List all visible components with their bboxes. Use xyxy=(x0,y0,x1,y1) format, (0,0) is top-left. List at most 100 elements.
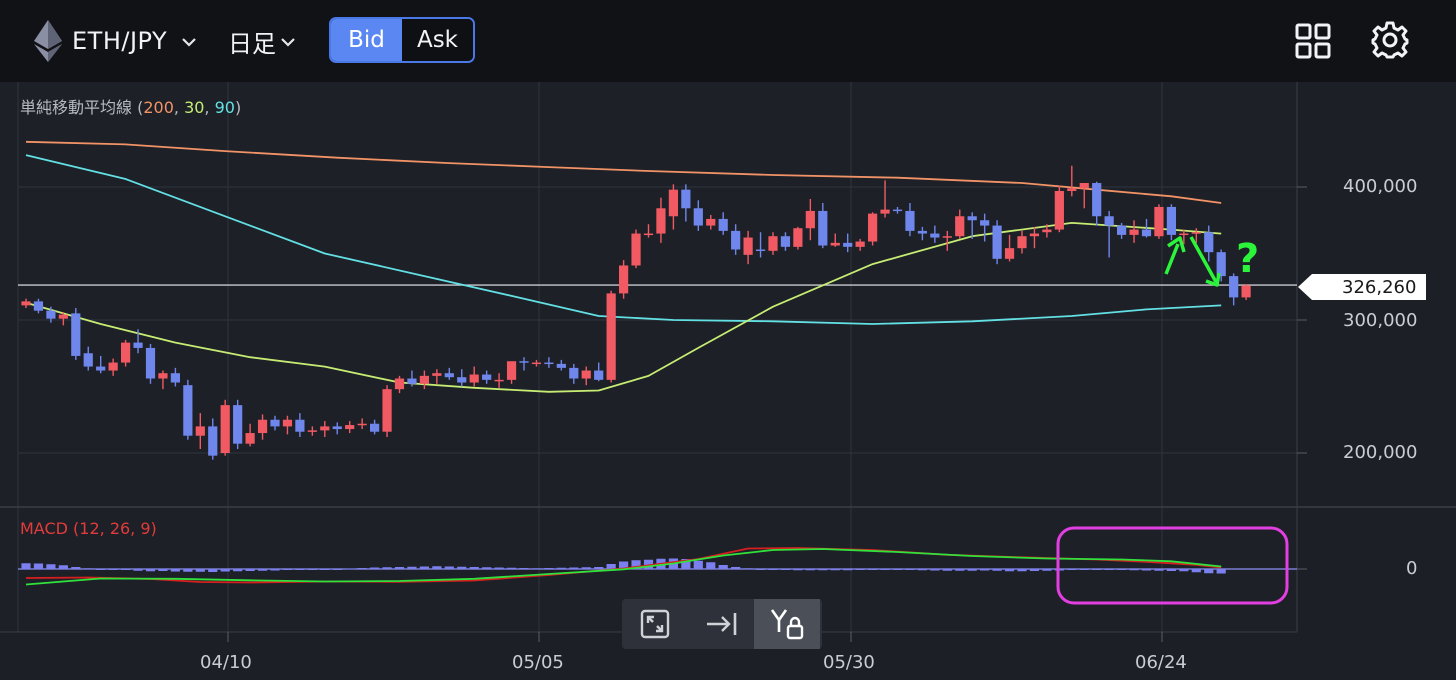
date-tick: 06/24 xyxy=(1135,652,1187,673)
macd-histogram-bar xyxy=(407,566,417,569)
expand-icon xyxy=(640,609,670,639)
candle-bullish xyxy=(1042,229,1052,233)
macd-histogram-bar xyxy=(793,569,803,571)
candle-bearish xyxy=(370,423,380,432)
macd-histogram-bar xyxy=(755,569,766,570)
pair-selector[interactable]: ETH/JPY xyxy=(34,18,197,64)
macd-histogram-bar xyxy=(270,569,280,571)
candle-bullish xyxy=(108,362,118,371)
candle-bullish xyxy=(1129,229,1139,235)
annotation-question-mark: ? xyxy=(1236,236,1260,282)
date-tick: 05/30 xyxy=(823,652,875,673)
macd-histogram-bar xyxy=(1216,569,1226,574)
top-bar xyxy=(0,0,1456,82)
candle-bearish xyxy=(693,208,703,226)
macd-histogram-bar xyxy=(892,569,903,570)
macd-histogram-bar xyxy=(1166,569,1176,571)
candle-bullish xyxy=(195,426,205,436)
candle-bullish xyxy=(619,265,629,294)
y-axis-lock-button[interactable] xyxy=(754,599,820,649)
macd-histogram-bar xyxy=(444,566,454,569)
macd-histogram-bar xyxy=(394,567,405,569)
candle-bullish xyxy=(743,237,753,255)
candle-bullish xyxy=(1017,236,1027,249)
macd-histogram-bar xyxy=(208,569,218,572)
macd-histogram-bar xyxy=(419,566,429,569)
macd-histogram-bar xyxy=(382,567,392,569)
macd-histogram-bar xyxy=(282,569,293,570)
candle-bearish xyxy=(270,419,280,427)
candle-bearish xyxy=(519,361,529,363)
ask-button[interactable]: Ask xyxy=(402,19,473,61)
candle-bearish xyxy=(332,426,342,430)
candle-bullish xyxy=(643,233,654,236)
macd-histogram-bar xyxy=(170,569,180,572)
candle-bearish xyxy=(780,236,791,247)
macd-histogram-bar xyxy=(544,568,554,569)
settings-button[interactable] xyxy=(1368,18,1412,62)
price-tick: 300,000 xyxy=(1343,310,1418,331)
macd-histogram-bar xyxy=(83,568,93,570)
macd-histogram-bar xyxy=(370,567,380,569)
bid-button[interactable]: Bid xyxy=(331,19,402,61)
candle-bullish xyxy=(868,213,878,242)
candle-bearish xyxy=(96,366,106,371)
candle-bullish xyxy=(257,419,268,434)
candle-bullish xyxy=(21,301,31,306)
annotation-down-arrow-head xyxy=(1205,272,1221,287)
macd-histogram-bar xyxy=(46,564,56,569)
macd-histogram-bar xyxy=(1141,569,1152,571)
macd-histogram-bar xyxy=(58,565,68,569)
candle-bullish xyxy=(880,209,890,214)
chart-toolbar xyxy=(622,599,822,649)
candle-bearish xyxy=(818,210,828,246)
current-price-tag: 326,260 xyxy=(1298,274,1426,300)
annotation-up-arrow-head xyxy=(1167,236,1186,253)
fullscreen-button[interactable] xyxy=(622,599,688,649)
annotation-down-arrow xyxy=(1189,236,1218,283)
candle-bearish xyxy=(556,363,566,368)
macd-histogram-bar xyxy=(1117,569,1127,570)
macd-histogram-bar xyxy=(1004,569,1015,572)
ethereum-icon xyxy=(34,20,62,62)
macd-indicator-label: MACD (12, 26, 9) xyxy=(20,519,157,538)
candle-bearish xyxy=(233,405,243,444)
bid-ask-toggle: Bid Ask xyxy=(329,17,475,63)
candle-bearish xyxy=(1117,225,1127,235)
macd-histogram-bar xyxy=(631,560,641,569)
candle-bullish xyxy=(793,228,803,247)
candle-bearish xyxy=(843,242,853,247)
date-tick: 04/10 xyxy=(200,652,252,673)
macd-histogram-bar xyxy=(780,569,791,570)
macd-histogram-bar xyxy=(245,569,255,571)
macd-histogram-bar xyxy=(1079,569,1089,570)
candle-bearish xyxy=(208,426,218,456)
candle-bullish xyxy=(220,405,230,453)
macd-histogram-bar xyxy=(233,569,243,572)
current-price-label: 326,260 xyxy=(1342,277,1417,298)
candle-bearish xyxy=(482,374,492,380)
candle-bullish xyxy=(506,361,517,380)
sma-200-label: 200 xyxy=(143,98,174,117)
macd-histogram-bar xyxy=(307,569,317,570)
candle-bullish xyxy=(494,379,504,382)
macd-zero-tick: 0 xyxy=(1406,558,1418,579)
layout-grid-button[interactable] xyxy=(1294,22,1332,60)
y-axis-lock-icon xyxy=(770,609,804,640)
macd-histogram-bar xyxy=(257,569,268,571)
macd-histogram-bar xyxy=(320,569,330,570)
timeframe-selector[interactable]: 日足 xyxy=(228,18,296,64)
candle-bearish xyxy=(183,385,193,436)
macd-histogram-bar xyxy=(96,569,106,570)
price-chart[interactable] xyxy=(0,82,1456,680)
candle-bullish xyxy=(1079,183,1089,189)
candle-bullish xyxy=(706,218,716,226)
macd-histogram-bar xyxy=(1029,569,1040,571)
candle-bearish xyxy=(755,249,766,252)
macd-histogram-bar xyxy=(1179,569,1189,572)
macd-histogram-bar xyxy=(594,567,604,569)
macd-histogram-bar xyxy=(681,559,691,569)
candle-bearish xyxy=(83,353,93,367)
candle-bullish xyxy=(830,242,840,246)
scroll-to-latest-button[interactable] xyxy=(688,599,754,649)
